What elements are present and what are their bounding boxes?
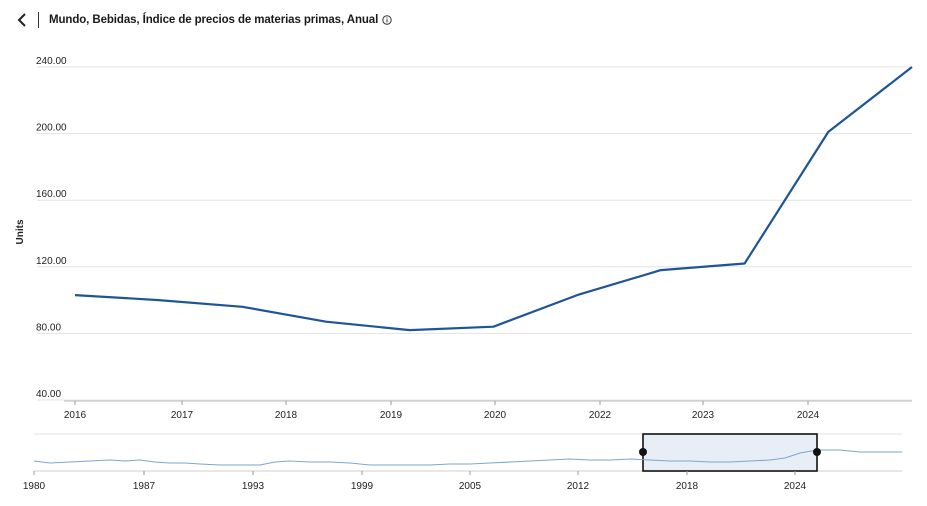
navigator-window[interactable] bbox=[642, 433, 818, 472]
chevron-left-icon bbox=[17, 13, 26, 27]
y-tick-label: 40.00 bbox=[36, 389, 61, 400]
x-tick-label: 2020 bbox=[484, 410, 507, 421]
x-tick-label: 2023 bbox=[692, 410, 715, 421]
navigator-handle-left[interactable] bbox=[639, 448, 647, 456]
x-tick-label: 2016 bbox=[64, 410, 87, 421]
back-button[interactable] bbox=[14, 10, 30, 30]
navigator-tick-label: 1987 bbox=[133, 481, 156, 492]
x-tick-label: 2018 bbox=[275, 410, 298, 421]
header-divider bbox=[38, 12, 39, 28]
series-line bbox=[74, 66, 913, 332]
navigator-series-line bbox=[33, 449, 902, 466]
navigator-tick-label: 1980 bbox=[23, 481, 46, 492]
y-tick-label: 120.00 bbox=[36, 256, 67, 267]
y-axis-label: Units bbox=[15, 219, 26, 244]
navigator-handle-right[interactable] bbox=[813, 448, 821, 456]
navigator-tick-label: 2024 bbox=[784, 481, 807, 492]
navigator-tick-label: 2012 bbox=[567, 481, 590, 492]
info-icon[interactable] bbox=[382, 15, 392, 25]
x-tick-label: 2019 bbox=[380, 410, 403, 421]
y-tick-label: 80.00 bbox=[36, 322, 61, 333]
x-tick-label: 2022 bbox=[589, 410, 612, 421]
x-tick-label: 2017 bbox=[171, 410, 194, 421]
y-tick-label: 160.00 bbox=[36, 189, 67, 200]
chart-title: Mundo, Bebidas, Índice de precios de mat… bbox=[49, 14, 379, 26]
navigator-tick-label: 1999 bbox=[351, 481, 374, 492]
y-tick-label: 240.00 bbox=[36, 56, 67, 67]
x-tick-label: 2024 bbox=[797, 410, 820, 421]
y-tick-label: 200.00 bbox=[36, 123, 67, 134]
chart-header: Mundo, Bebidas, Índice de precios de mat… bbox=[14, 8, 392, 32]
navigator-tick-label: 2005 bbox=[459, 481, 482, 492]
navigator-tick-label: 1993 bbox=[242, 481, 265, 492]
navigator-tick-label: 2018 bbox=[676, 481, 699, 492]
